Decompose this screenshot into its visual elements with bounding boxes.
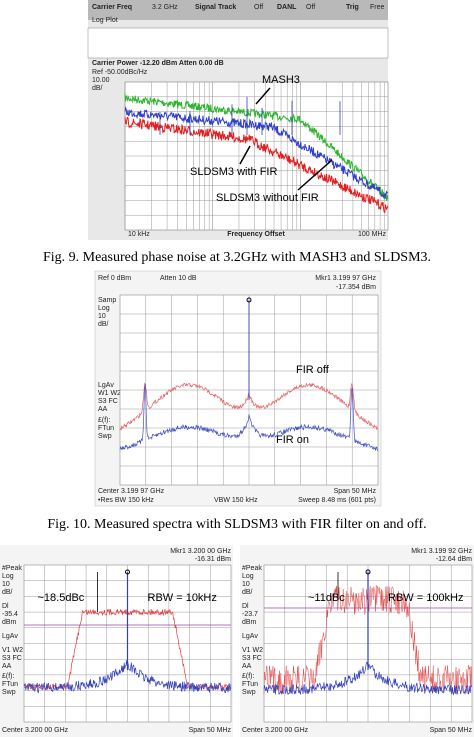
caption: Fig. 9. Measured phase noise at 3.2GHz w… — [43, 250, 431, 265]
marker-level: -17.354 dBm — [336, 284, 376, 291]
header-text: Trig — [346, 4, 359, 11]
annotation: SLDSM3 without FIR — [216, 192, 319, 204]
side-label: Dl — [242, 603, 249, 610]
arrow — [297, 159, 333, 191]
side-label: dB/ — [242, 589, 253, 596]
side-label: V1 W2 — [2, 647, 23, 654]
side-label: dBm — [242, 619, 257, 626]
ref-level: Ref -50.00dBc/Hz — [92, 69, 148, 76]
header-text: Carrier Freq — [92, 4, 132, 11]
side-label: -35.4 — [2, 611, 18, 618]
arrow — [239, 145, 251, 165]
side-label: AA — [242, 663, 252, 670]
trace — [124, 93, 389, 201]
annotation: RBW = 100kHz — [388, 592, 464, 604]
header-text: DANL — [277, 4, 297, 11]
marker: Mkr1 3.200 00 GHz — [170, 548, 231, 555]
side-label: V1 W2 — [242, 647, 263, 654]
span: Span 50 MHz — [430, 727, 473, 734]
side-label: 10 — [2, 581, 10, 588]
atten: Atten 10 dB — [160, 275, 197, 282]
side-label: AA — [2, 663, 12, 670]
side-label: Swp — [2, 689, 16, 696]
annotation: SLDSM3 with FIR — [190, 166, 277, 178]
side-label: 10 — [98, 313, 106, 320]
side-label: Samp — [98, 297, 116, 304]
mode: Log Plot — [92, 17, 118, 24]
side-label: dBm — [2, 619, 17, 626]
x-start: 10 kHz — [128, 231, 150, 238]
carrier-power: Carrier Power -12.20 dBm Atten 0.00 dB — [92, 60, 224, 67]
center: Center 3.200 00 GHz — [242, 727, 309, 734]
marker-dot — [365, 569, 371, 575]
marker-dot — [246, 297, 252, 303]
side-label: Swp — [98, 433, 112, 440]
side-label: £(f): — [98, 417, 111, 424]
side-label: S3 FC — [242, 655, 262, 662]
side-label: #Peak — [2, 565, 22, 572]
rbw: •Res BW 150 kHz — [98, 497, 154, 504]
caption: Fig. 10. Measured spectra with SLDSM3 wi… — [47, 517, 426, 532]
x-label: Frequency Offset — [227, 231, 285, 238]
ref-level: Ref 0 dBm — [98, 275, 131, 282]
center: Center 3.199 97 GHz — [98, 488, 165, 495]
annotation: FIR on — [276, 434, 309, 446]
annotation: MASH3 — [262, 74, 300, 86]
marker-dot — [125, 569, 130, 575]
center: Center 3.200 00 GHz — [2, 727, 69, 734]
x-end: 100 MHz — [358, 231, 387, 238]
sweep: Sweep 8.48 ms (601 pts) — [298, 497, 376, 504]
trace — [119, 384, 378, 451]
side-label: Dl — [2, 603, 9, 610]
side-label: £(f): — [2, 673, 15, 680]
side-label: dB/ — [2, 589, 13, 596]
side-label: FTun — [98, 425, 114, 432]
marker-level: -16.31 dBm — [195, 556, 231, 563]
scale: dB/ — [92, 85, 103, 92]
annotation: ~18.5dBc — [38, 592, 85, 604]
side-label: £(f): — [242, 673, 255, 680]
side-label: S3 FC — [2, 655, 22, 662]
trace — [124, 116, 389, 213]
side-label: LgAv — [242, 633, 258, 640]
side-label: dB/ — [98, 321, 109, 328]
side-label: #Peak — [242, 565, 262, 572]
side-label: S3 FC — [98, 398, 118, 405]
side-label: W1 W2 — [98, 390, 121, 397]
span: Span 50 MHz — [189, 727, 232, 734]
side-label: LgAv — [2, 633, 18, 640]
header-text: Off — [306, 4, 315, 11]
header-text: Free — [370, 4, 385, 11]
marker: Mkr1 3.199 97 GHz — [315, 275, 376, 282]
annotation: RBW = 10kHz — [148, 592, 217, 604]
arrow — [255, 87, 271, 105]
side-label: Swp — [242, 689, 256, 696]
header-text: Off — [254, 4, 263, 11]
side-label: Log — [242, 573, 254, 580]
marker: Mkr1 3.199 92 GHz — [411, 548, 472, 555]
scale: 10.00 — [92, 77, 110, 84]
side-label: FTun — [2, 681, 18, 688]
side-label: 10 — [242, 581, 250, 588]
header-text: Signal Track — [195, 4, 236, 11]
annotation: ~11dBc — [308, 592, 345, 604]
side-label: Log — [98, 305, 110, 312]
side-label: Log — [2, 573, 14, 580]
marker-level: -12.64 dBm — [436, 556, 472, 563]
blank-area — [87, 27, 389, 59]
side-label: AA — [98, 406, 108, 413]
header-text: 3.2 GHz — [152, 4, 178, 11]
vbw: VBW 150 kHz — [214, 497, 258, 504]
header-bar — [88, 0, 388, 20]
trace — [124, 106, 389, 199]
annotation: FIR off — [296, 364, 330, 376]
side-label: -23.7 — [242, 611, 258, 618]
side-label: FTun — [242, 681, 258, 688]
span: Span 50 MHz — [334, 488, 377, 495]
side-label: LgAv — [98, 382, 114, 389]
